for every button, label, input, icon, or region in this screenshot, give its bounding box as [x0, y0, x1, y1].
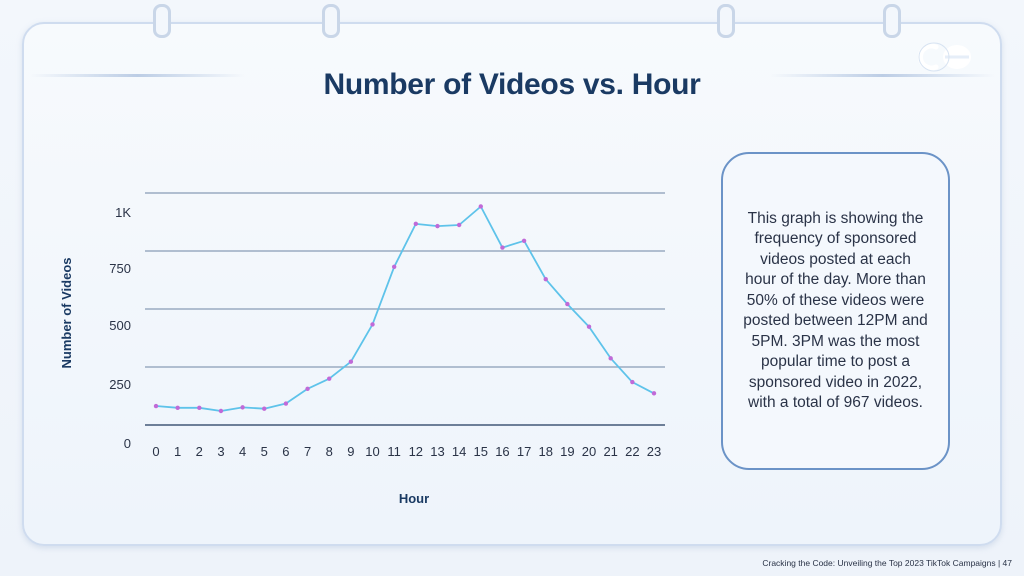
brand-logo — [917, 42, 971, 72]
y-tick-label: 500 — [109, 318, 131, 333]
data-point — [262, 406, 267, 411]
x-tick-label: 17 — [517, 444, 531, 459]
binder-ring-2 — [322, 4, 340, 38]
x-tick-label: 8 — [326, 444, 333, 459]
title-divider-right — [770, 74, 995, 77]
data-point — [240, 405, 245, 410]
binder-ring-3 — [717, 4, 735, 38]
x-tick-label: 16 — [495, 444, 509, 459]
data-point — [305, 386, 310, 392]
data-point — [630, 379, 635, 385]
x-tick-label: 19 — [560, 444, 574, 459]
data-point — [608, 356, 613, 361]
x-tick-label: 15 — [474, 444, 488, 459]
x-tick-label: 7 — [304, 444, 311, 459]
x-tick-label: 22 — [625, 444, 639, 459]
x-tick-label: 12 — [409, 444, 423, 459]
data-point — [413, 221, 419, 227]
x-tick-label: 9 — [347, 444, 354, 459]
data-point — [478, 204, 483, 209]
data-point — [197, 405, 202, 411]
data-point — [435, 223, 440, 229]
description-callout: This graph is showing the frequency of s… — [721, 152, 950, 470]
page-title: Number of Videos vs. Hour — [323, 68, 701, 101]
x-tick-label: 21 — [603, 444, 617, 459]
x-tick-label: 13 — [430, 444, 444, 459]
data-point — [456, 222, 462, 228]
data-point — [327, 376, 332, 381]
data-point — [175, 405, 180, 411]
y-tick-label: 250 — [109, 377, 131, 392]
data-point — [283, 401, 289, 406]
x-tick-label: 5 — [261, 444, 268, 459]
x-tick-label: 10 — [365, 444, 379, 459]
y-tick-label: 0 — [124, 436, 131, 451]
x-tick-label: 14 — [452, 444, 466, 459]
y-tick-label: 1K — [115, 205, 131, 220]
data-point — [153, 403, 159, 409]
data-point — [500, 245, 505, 250]
data-point — [370, 322, 375, 327]
y-tick-label: 750 — [109, 261, 131, 276]
binder-ring-1 — [153, 4, 171, 38]
description-text: This graph is showing the frequency of s… — [743, 209, 928, 412]
x-tick-label: 6 — [282, 444, 289, 459]
x-tick-label: 0 — [152, 444, 159, 459]
y-axis-label: Number of Videos — [59, 257, 74, 368]
x-tick-label: 18 — [539, 444, 553, 459]
x-tick-label: 3 — [217, 444, 224, 459]
x-tick-label: 23 — [647, 444, 661, 459]
data-point — [218, 408, 224, 414]
data-point — [651, 391, 657, 396]
x-tick-label: 11 — [387, 444, 401, 459]
x-tick-label: 2 — [196, 444, 203, 459]
binder-ring-4 — [883, 4, 901, 38]
data-point — [348, 359, 354, 364]
x-tick-label: 4 — [239, 444, 246, 459]
footer-caption: Cracking the Code: Unveiling the Top 202… — [762, 558, 1012, 568]
data-point — [521, 238, 527, 244]
data-point — [543, 277, 548, 282]
data-point — [565, 301, 570, 307]
x-tick-label: 20 — [582, 444, 596, 459]
series-line — [155, 205, 655, 412]
title-divider-left — [30, 74, 245, 77]
x-axis-label: Hour — [399, 491, 429, 506]
data-point — [586, 324, 592, 329]
x-tick-label: 1 — [174, 444, 181, 459]
data-point — [391, 264, 397, 269]
